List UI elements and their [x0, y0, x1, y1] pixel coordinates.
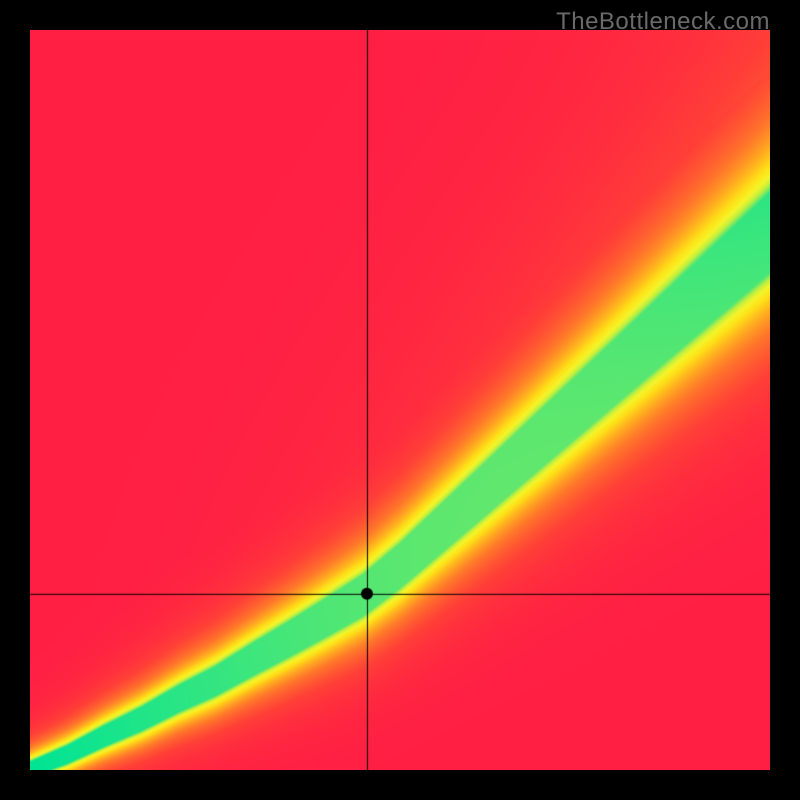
heatmap-canvas — [30, 30, 770, 770]
chart-frame: TheBottleneck.com — [0, 0, 800, 800]
